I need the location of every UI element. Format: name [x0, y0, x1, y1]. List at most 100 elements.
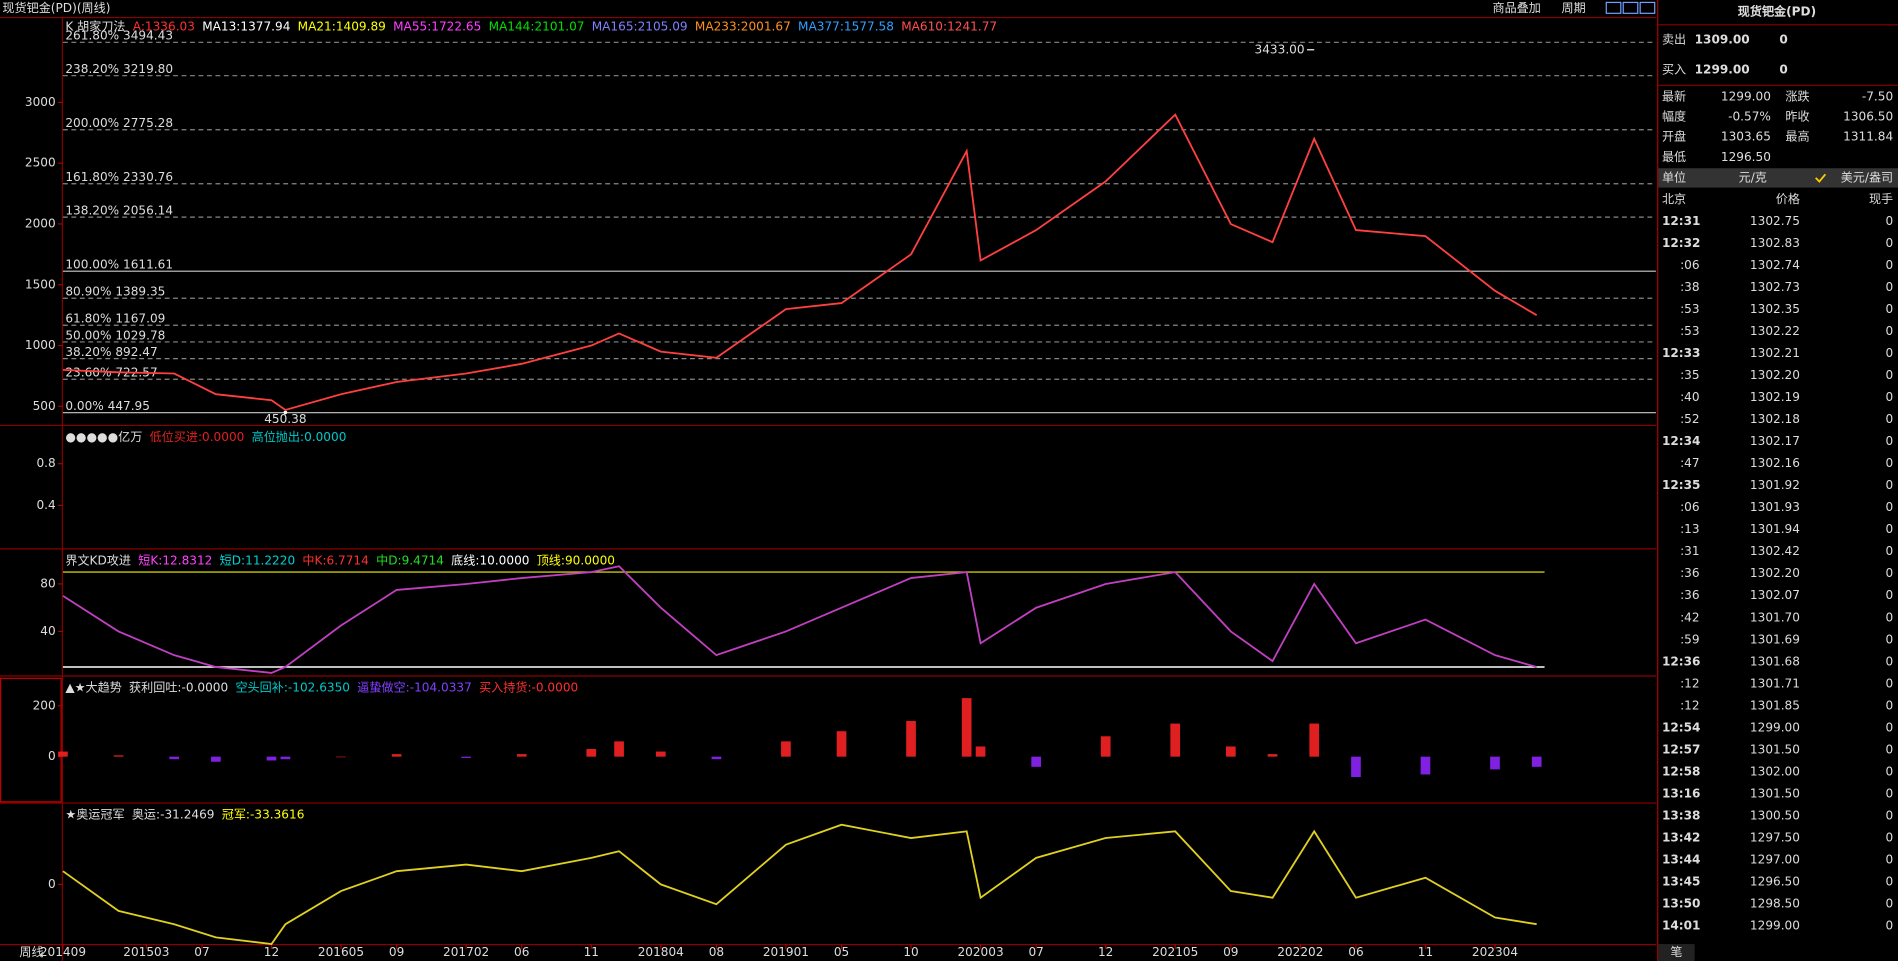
trade-volume: 0 [1885, 236, 1893, 250]
legend-entry: 短D:11.2220 [220, 553, 296, 567]
bar [1031, 756, 1042, 767]
trade-time: 12:58 [1662, 764, 1701, 778]
x-tick-label: 201901 [763, 945, 809, 959]
legend-entry: ●●●●●亿万 [65, 428, 142, 443]
menu-overlay[interactable]: 商品叠加 [1492, 0, 1540, 15]
trade-volume: 0 [1885, 522, 1893, 536]
x-tick-label: 202202 [1277, 945, 1323, 959]
unit-value: 元/克 [1739, 170, 1767, 184]
trade-volume: 0 [1885, 368, 1893, 382]
footer-tab[interactable] [1658, 944, 1695, 961]
trade-price: 1296.50 [1750, 874, 1800, 888]
x-tick-label: 202304 [1472, 945, 1518, 959]
trade-time: 12:57 [1662, 742, 1701, 756]
x-tick-label: 06 [514, 945, 529, 959]
panel-legend: ▲★大趋势 获利回吐:-0.0000 空头回补:-102.6350 逼蛰做空:-104… [65, 679, 578, 694]
fib-label: 0.00% 447.95 [65, 399, 150, 413]
x-tick-label: 12 [264, 945, 279, 959]
trade-time: :36 [1680, 566, 1699, 580]
legend-entry: MA610:1241.77 [901, 19, 997, 33]
trade-price: 1301.94 [1750, 522, 1800, 536]
y-tick-label: 1000 [25, 338, 56, 352]
trade-time: :31 [1680, 544, 1699, 558]
bar [906, 721, 916, 757]
trade-time: :53 [1680, 324, 1699, 338]
trade-time: 13:38 [1662, 808, 1701, 822]
bar [961, 698, 972, 757]
unit-option[interactable]: 美元/盎司 [1841, 170, 1893, 184]
footer-tab-label: 笔 [1670, 944, 1682, 959]
bar [280, 756, 291, 760]
bar [461, 756, 471, 758]
trade-time: 14:01 [1662, 918, 1701, 932]
menu-period[interactable]: 周期 [1561, 1, 1585, 15]
bar [1100, 736, 1111, 757]
icon-button[interactable] [1605, 1, 1622, 14]
trade-volume: 0 [1885, 720, 1893, 734]
x-tick-label: 201605 [318, 945, 364, 959]
trade-volume: 0 [1885, 214, 1893, 228]
top-bar [0, 0, 1656, 17]
frame-box [0, 677, 62, 803]
legend-entry: 中D:9.4714 [376, 552, 444, 567]
bar [58, 751, 68, 757]
y-tick-label: 0 [48, 749, 56, 763]
trade-time: :12 [1680, 698, 1699, 712]
trade-volume: 0 [1885, 874, 1893, 888]
x-tick-label: 06 [1348, 945, 1363, 959]
stat-value: 1303.65 [1721, 130, 1771, 144]
trade-volume: 0 [1885, 456, 1893, 470]
column-header: 价格 [1776, 191, 1800, 206]
bar [614, 741, 624, 757]
x-tick-label: 202105 [1152, 945, 1198, 959]
x-tick-label: 11 [584, 945, 599, 959]
x-tick-label: 09 [1223, 945, 1238, 959]
trade-time: :36 [1680, 588, 1699, 602]
legend-entry: MA233:2001.67 [695, 19, 791, 33]
trade-volume: 0 [1885, 610, 1893, 624]
bar [1267, 754, 1278, 757]
fib-label: 238.20% 3219.80 [65, 62, 173, 76]
stat-label: 昨收 [1785, 110, 1809, 124]
trade-volume: 0 [1885, 324, 1893, 338]
trade-time: :42 [1680, 610, 1699, 624]
trade-volume: 0 [1885, 786, 1893, 800]
y-tick-label: 40 [40, 624, 55, 638]
trade-time: :06 [1680, 258, 1699, 272]
legend-entry: 冠军:-33.3616 [222, 807, 305, 821]
annotation: 3433.00 [1255, 42, 1305, 56]
bar [211, 756, 221, 762]
fib-label: 138.20% 2056.14 [65, 204, 173, 218]
fib-label: 261.80% 3494.43 [65, 29, 173, 43]
series-line [62, 565, 1537, 674]
trade-time: 12:34 [1662, 434, 1701, 448]
trade-volume: 0 [1885, 918, 1893, 932]
buy-price: 1299.00 [1695, 63, 1750, 77]
fib-label: 161.80% 2330.76 [65, 170, 173, 184]
bar [655, 751, 666, 757]
icon-button[interactable] [1639, 1, 1656, 14]
x-tick-label: 201409 [40, 945, 86, 959]
stat-value: 1311.84 [1843, 130, 1893, 144]
column-header: 北京 [1662, 192, 1686, 206]
annotation: 450.38 [264, 412, 306, 426]
trade-time: 13:16 [1662, 786, 1701, 800]
trade-volume: 0 [1885, 412, 1893, 426]
x-tick-label: 12 [1098, 945, 1113, 959]
annotation-marker [283, 410, 288, 415]
trade-price: 1301.93 [1750, 500, 1800, 514]
legend-entry: 高位抛出:0.0000 [252, 428, 347, 443]
x-tick-label: 201503 [123, 945, 169, 959]
legend-entry: 逼蛰做空:-104.0337 [357, 679, 472, 694]
bar [266, 756, 277, 761]
panel-legend: K 胡家刀法 A:1336.03 MA13:1377.94 MA21:1409.89 M… [65, 18, 997, 33]
trade-price: 1299.00 [1750, 720, 1800, 734]
legend-entry: MA21:1409.89 [298, 19, 386, 33]
trade-time: :13 [1680, 522, 1699, 536]
series-line [62, 113, 1538, 411]
x-axis-label: 周线 [19, 945, 43, 959]
icon-button[interactable] [1622, 1, 1639, 14]
